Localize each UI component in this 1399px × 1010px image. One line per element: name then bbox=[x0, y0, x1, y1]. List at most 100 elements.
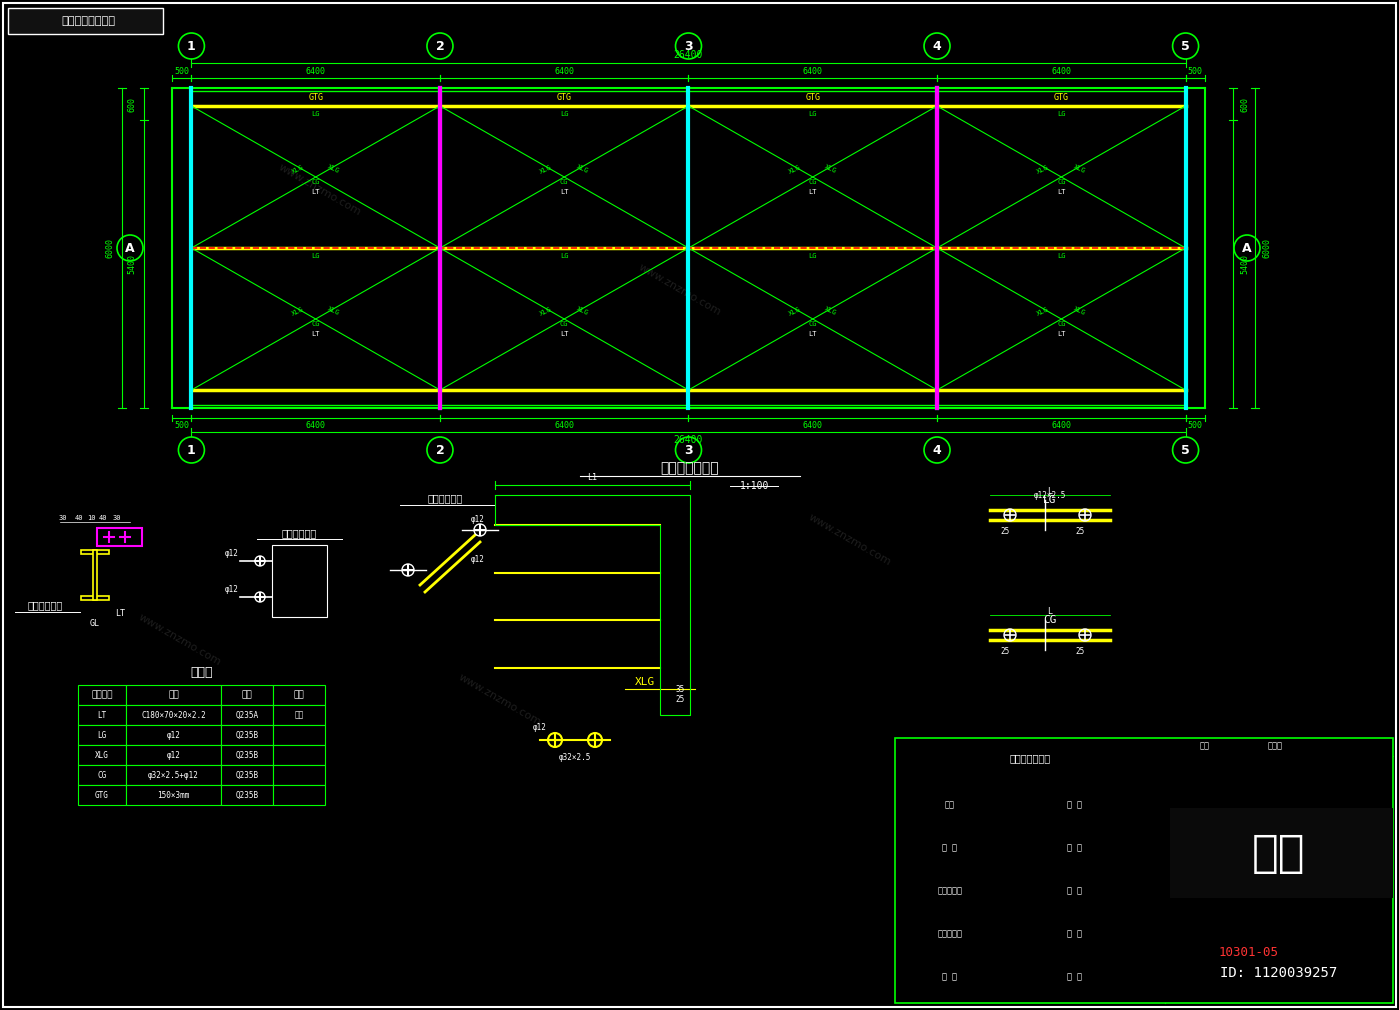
Text: 负 责: 负 责 bbox=[1067, 886, 1083, 895]
Text: 日 期: 日 期 bbox=[943, 972, 957, 981]
Text: 2: 2 bbox=[435, 443, 445, 457]
Text: CG: CG bbox=[1058, 321, 1066, 327]
Bar bbox=[8, 8, 164, 34]
Bar bbox=[221, 725, 273, 745]
Text: LT: LT bbox=[115, 609, 125, 618]
Text: 500: 500 bbox=[175, 421, 189, 430]
Text: 25: 25 bbox=[1000, 647, 1010, 656]
Text: 1: 1 bbox=[187, 39, 196, 53]
Text: φ12×2.5: φ12×2.5 bbox=[1034, 491, 1066, 500]
Text: GTG: GTG bbox=[95, 791, 109, 800]
Text: CG: CG bbox=[1044, 615, 1056, 625]
Text: 26400: 26400 bbox=[674, 50, 704, 60]
Text: 500: 500 bbox=[1188, 67, 1203, 76]
Text: LG: LG bbox=[1058, 252, 1066, 259]
Bar bbox=[221, 745, 273, 765]
Bar bbox=[78, 765, 126, 785]
Text: 构件编号: 构件编号 bbox=[91, 691, 113, 700]
Text: A: A bbox=[125, 241, 134, 255]
Text: φ12: φ12 bbox=[166, 750, 180, 760]
Bar bbox=[273, 705, 325, 725]
Text: 簿杆连接详图: 簿杆连接详图 bbox=[427, 493, 463, 503]
Text: L: L bbox=[1048, 488, 1052, 497]
Text: www.znzmo.com: www.znzmo.com bbox=[277, 163, 364, 218]
Text: 5: 5 bbox=[1181, 39, 1191, 53]
Text: 设计总责人: 设计总责人 bbox=[937, 886, 963, 895]
Bar bbox=[78, 745, 126, 765]
Text: 600: 600 bbox=[1241, 97, 1249, 111]
Text: φ32×2.5: φ32×2.5 bbox=[558, 753, 592, 763]
Bar bbox=[126, 725, 221, 745]
Text: 6400: 6400 bbox=[803, 421, 823, 430]
Text: XLG: XLG bbox=[326, 164, 341, 175]
Text: GTG: GTG bbox=[806, 93, 820, 101]
Text: 6400: 6400 bbox=[1051, 67, 1072, 76]
Text: CG: CG bbox=[98, 771, 106, 780]
Text: 25: 25 bbox=[1000, 527, 1010, 536]
Bar bbox=[126, 745, 221, 765]
Text: 设计: 设计 bbox=[944, 800, 956, 809]
Bar bbox=[92, 550, 97, 600]
Bar bbox=[126, 705, 221, 725]
Text: www.znzmo.com: www.znzmo.com bbox=[807, 512, 893, 568]
Text: 屋面橑条布置图: 屋面橑条布置图 bbox=[1010, 753, 1051, 763]
Text: XLG: XLG bbox=[575, 164, 589, 175]
Text: LT: LT bbox=[560, 189, 568, 195]
Bar bbox=[126, 685, 221, 705]
Bar bbox=[221, 785, 273, 805]
Text: 负 责: 负 责 bbox=[1067, 929, 1083, 938]
Text: 4: 4 bbox=[933, 443, 942, 457]
Text: 审 核: 审 核 bbox=[943, 843, 957, 852]
Text: 1: 1 bbox=[187, 443, 196, 457]
Text: CG: CG bbox=[312, 321, 320, 327]
Bar bbox=[126, 765, 221, 785]
Text: 40: 40 bbox=[74, 515, 84, 521]
Text: φ12: φ12 bbox=[471, 515, 485, 524]
Text: φ12: φ12 bbox=[225, 548, 239, 558]
Text: 拉杆连接详图: 拉杆连接详图 bbox=[281, 528, 316, 538]
Text: XLG: XLG bbox=[575, 306, 589, 316]
Text: 材料表: 材料表 bbox=[190, 667, 213, 680]
Text: LT: LT bbox=[312, 189, 320, 195]
Text: www.znzmo.com: www.znzmo.com bbox=[137, 612, 222, 668]
Bar bbox=[273, 725, 325, 745]
Text: 截面: 截面 bbox=[168, 691, 179, 700]
Text: 30: 30 bbox=[113, 515, 122, 521]
Text: 2: 2 bbox=[435, 39, 445, 53]
Text: A: A bbox=[1242, 241, 1252, 255]
Text: LG: LG bbox=[98, 730, 106, 739]
Text: LG: LG bbox=[312, 252, 320, 259]
Text: 镜镌: 镜镌 bbox=[294, 710, 304, 719]
Text: Q235B: Q235B bbox=[235, 730, 259, 739]
Bar bbox=[78, 785, 126, 805]
Text: C180×70×20×2.2: C180×70×20×2.2 bbox=[141, 710, 206, 719]
Text: LG: LG bbox=[560, 111, 568, 117]
Bar bbox=[126, 785, 221, 805]
Text: 6400: 6400 bbox=[803, 67, 823, 76]
Text: 屋面橑条连接: 屋面橑条连接 bbox=[28, 600, 63, 610]
Text: CG: CG bbox=[809, 179, 817, 185]
Text: XLG: XLG bbox=[326, 306, 341, 316]
Text: XLG: XLG bbox=[788, 164, 802, 175]
Text: 500: 500 bbox=[175, 67, 189, 76]
Text: 6400: 6400 bbox=[1051, 421, 1072, 430]
Bar bbox=[81, 550, 109, 554]
Text: 工程: 工程 bbox=[1200, 741, 1210, 750]
Text: LT: LT bbox=[809, 189, 817, 195]
Text: 屋面橑条布置图: 屋面橑条布置图 bbox=[660, 461, 719, 475]
Text: XLG: XLG bbox=[1072, 164, 1087, 175]
Text: 3: 3 bbox=[684, 39, 693, 53]
Text: XLG: XLG bbox=[291, 306, 305, 316]
Text: XLG: XLG bbox=[788, 306, 802, 316]
Bar bbox=[78, 705, 126, 725]
Bar bbox=[81, 596, 109, 600]
Bar bbox=[1170, 808, 1393, 898]
Text: L: L bbox=[1048, 607, 1052, 616]
Bar bbox=[78, 725, 126, 745]
Text: 1:100: 1:100 bbox=[740, 481, 769, 491]
Text: LG: LG bbox=[809, 111, 817, 117]
Text: Q235B: Q235B bbox=[235, 750, 259, 760]
Bar bbox=[78, 685, 126, 705]
Text: 25: 25 bbox=[1076, 647, 1084, 656]
Text: 6400: 6400 bbox=[554, 421, 574, 430]
